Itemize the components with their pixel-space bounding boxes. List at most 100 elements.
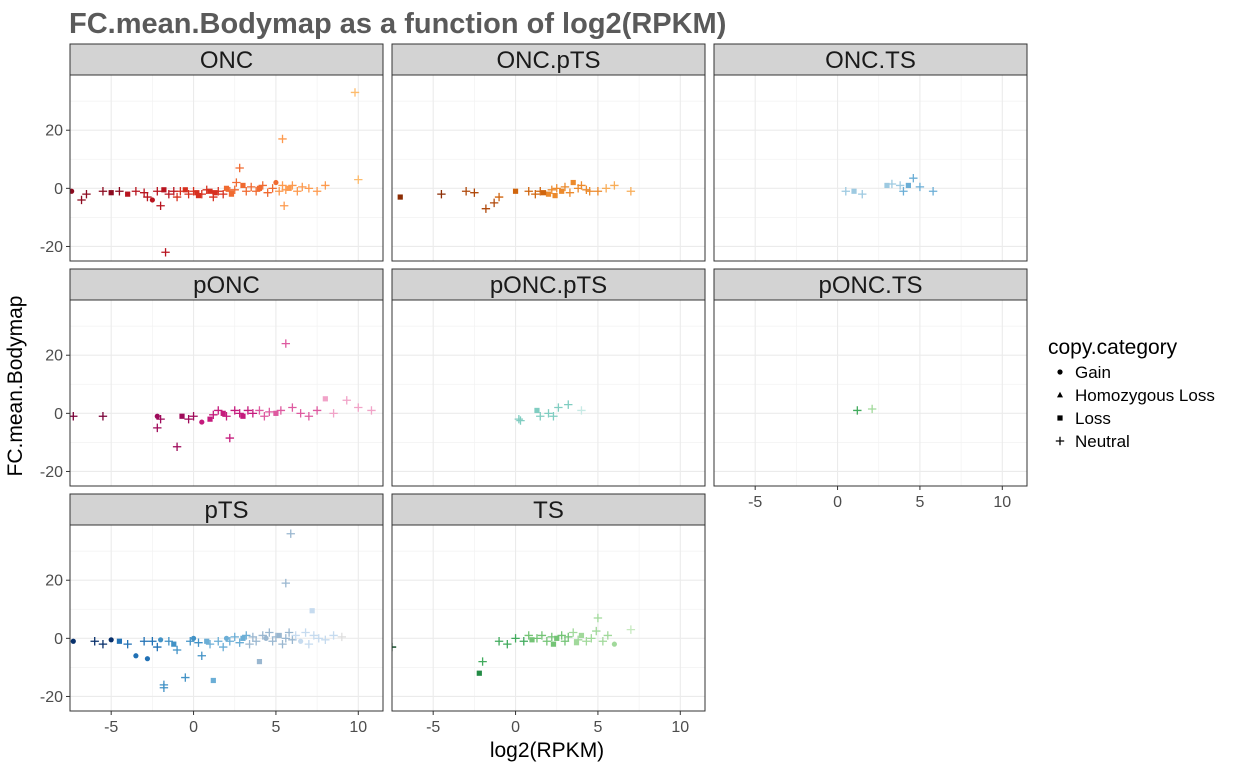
data-point (322, 396, 328, 402)
data-point (273, 410, 279, 416)
data-point (304, 639, 314, 649)
data-point (909, 173, 918, 183)
data-point (524, 187, 533, 196)
data-point (552, 193, 558, 199)
data-point (115, 187, 124, 196)
data-point (858, 189, 867, 199)
data-point (342, 396, 351, 405)
data-point (603, 631, 613, 640)
data-point (164, 189, 174, 199)
data-point (851, 188, 857, 194)
data-point (181, 673, 190, 682)
y-tick-label: -20 (40, 464, 63, 481)
data-point (309, 608, 315, 614)
legend-entry-neutral: Neutral (1055, 432, 1130, 451)
facet-panel-ponc: pONC -20 0 20 (40, 268, 384, 487)
data-point (228, 191, 235, 197)
data-point (494, 637, 504, 646)
legend-title: copy.category (1048, 336, 1178, 359)
data-point (560, 637, 570, 646)
x-axis-title: log2(RPKM) (490, 739, 604, 762)
data-point (281, 339, 291, 348)
data-point (230, 406, 239, 415)
data-point (172, 192, 182, 202)
data-point (153, 187, 162, 196)
data-point (610, 181, 619, 190)
facet-strip-label: ONC.pTS (496, 47, 600, 74)
x-tick-label: -5 (426, 719, 440, 736)
panel-background (714, 75, 1027, 261)
legend-key-square (1057, 415, 1063, 421)
data-point (263, 188, 272, 197)
data-point (573, 640, 580, 646)
data-point (251, 187, 261, 196)
data-point (557, 631, 566, 640)
data-point (256, 185, 263, 191)
facet-strip (69, 268, 384, 301)
data-point (133, 653, 139, 659)
data-point (240, 182, 246, 189)
data-point (367, 406, 376, 415)
data-point (542, 637, 552, 646)
data-point (70, 638, 76, 644)
data-point (281, 578, 291, 588)
legend-entry-homozygous-loss: Homozygous Loss (1057, 386, 1215, 405)
data-point (536, 412, 545, 421)
data-point (258, 181, 267, 190)
gridlines (70, 525, 383, 711)
data-point (514, 414, 524, 424)
facet-strip (391, 493, 706, 526)
data-point (235, 638, 244, 647)
data-point (853, 406, 862, 415)
data-point (564, 632, 573, 642)
data-point (284, 628, 294, 637)
data-point (503, 639, 512, 649)
data-point (225, 433, 234, 443)
data-point (585, 187, 594, 196)
data-point (189, 412, 198, 421)
data-point (251, 637, 261, 646)
data-point (278, 181, 287, 190)
data-point (154, 413, 160, 419)
data-point (301, 628, 310, 637)
data-point (212, 190, 218, 196)
x-tick-label: 5 (593, 719, 602, 736)
gridlines (70, 75, 383, 261)
data-point (552, 184, 561, 193)
x-tick-label: -5 (748, 494, 762, 511)
data-point (582, 637, 591, 646)
data-point (278, 639, 287, 649)
data-point (296, 409, 305, 418)
facet-panel-onc: ONC -20 0 20 (40, 43, 384, 262)
data-point (512, 188, 519, 194)
data-point (577, 181, 586, 190)
data-point (116, 638, 123, 644)
y-tick-label: 20 (45, 123, 63, 140)
data-point (350, 88, 360, 97)
data-point (276, 632, 282, 639)
data-point (209, 410, 218, 419)
data-point (156, 414, 165, 424)
panel-background (392, 75, 705, 261)
data-point (265, 628, 274, 637)
data-point (611, 641, 617, 647)
data-point (550, 641, 557, 647)
points-pts (70, 529, 347, 692)
data-point (905, 182, 911, 189)
facet-strip-label: ONC.TS (825, 47, 916, 74)
data-point (275, 187, 284, 196)
data-point (887, 179, 897, 189)
data-point (194, 190, 200, 196)
panel-border (69, 299, 384, 487)
facet-strip-label: ONC (200, 47, 253, 74)
data-point (214, 406, 223, 415)
panel-border (713, 299, 1028, 487)
y-axis-title: FC.mean.Bodymap (4, 296, 27, 477)
data-point (258, 631, 267, 640)
data-point (470, 188, 479, 197)
data-point (314, 634, 323, 643)
data-point (928, 187, 938, 196)
data-point (230, 632, 239, 642)
data-point (304, 412, 314, 421)
data-point (293, 187, 302, 196)
